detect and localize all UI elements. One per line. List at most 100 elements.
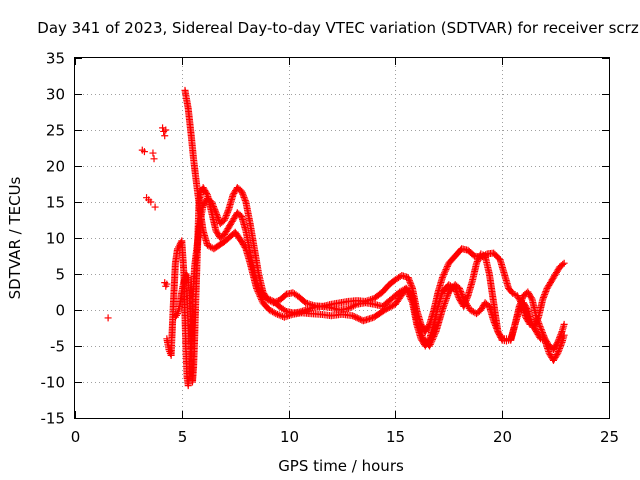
data-point bbox=[407, 281, 415, 289]
data-point bbox=[350, 302, 358, 310]
data-point bbox=[348, 303, 356, 311]
data-point bbox=[241, 195, 249, 203]
data-point bbox=[161, 132, 169, 140]
data-point bbox=[349, 312, 357, 320]
data-point bbox=[346, 304, 354, 312]
data-point bbox=[560, 259, 568, 267]
y-tick-label: -15 bbox=[41, 410, 66, 428]
x-tick-label: 15 bbox=[386, 428, 405, 446]
data-point bbox=[385, 304, 393, 312]
y-tick-label: 25 bbox=[46, 122, 65, 140]
data-point bbox=[560, 331, 568, 339]
data-point bbox=[493, 325, 501, 333]
data-point bbox=[553, 351, 561, 359]
data-point bbox=[238, 187, 246, 195]
data-point bbox=[407, 280, 415, 288]
data-point bbox=[405, 275, 413, 283]
data-point bbox=[428, 337, 436, 345]
data-point bbox=[266, 296, 274, 304]
data-point bbox=[536, 322, 544, 330]
data-point bbox=[381, 306, 389, 314]
data-point bbox=[255, 289, 263, 297]
data-point bbox=[539, 295, 547, 303]
x-axis-label: GPS time / hours bbox=[278, 457, 404, 475]
data-point bbox=[490, 317, 498, 325]
data-point bbox=[429, 334, 437, 342]
data-point bbox=[443, 262, 451, 270]
tick-labels: 0 5 10 15 20 25 -15 -10 -5 0 5 10 15 20 25 30 35 bbox=[41, 50, 620, 447]
data-point bbox=[263, 294, 271, 302]
y-axis-label: SDTVAR / TECUs bbox=[6, 176, 24, 299]
data-point bbox=[535, 321, 543, 329]
data-point bbox=[254, 288, 262, 296]
data-point bbox=[430, 332, 438, 340]
y-tick-label: -10 bbox=[41, 374, 66, 392]
data-point bbox=[554, 349, 562, 357]
data-point bbox=[534, 318, 542, 326]
data-point bbox=[557, 341, 565, 349]
data-point bbox=[475, 253, 483, 261]
data-point bbox=[455, 284, 463, 292]
data-point bbox=[457, 287, 465, 295]
x-tick-label: 10 bbox=[280, 428, 299, 446]
data-point bbox=[443, 264, 451, 272]
data-point bbox=[533, 315, 541, 323]
data-point bbox=[162, 126, 170, 134]
data-point bbox=[257, 294, 265, 302]
data-point bbox=[255, 291, 263, 299]
data-point bbox=[556, 343, 564, 351]
data-point bbox=[541, 291, 549, 299]
data-point bbox=[352, 313, 360, 321]
data-point bbox=[542, 287, 550, 295]
data-point bbox=[221, 214, 229, 222]
data-point bbox=[475, 255, 483, 263]
data-point bbox=[431, 329, 439, 337]
data-point bbox=[560, 320, 568, 328]
data-point bbox=[281, 306, 289, 314]
data-point bbox=[459, 294, 467, 302]
data-point bbox=[240, 193, 248, 201]
y-tick-label: -5 bbox=[50, 338, 65, 356]
data-point bbox=[491, 320, 499, 328]
data-point bbox=[540, 292, 548, 300]
data-point bbox=[238, 189, 246, 197]
data-point bbox=[539, 294, 547, 302]
plot-frame bbox=[74, 57, 610, 419]
data-point bbox=[438, 274, 446, 282]
data-point bbox=[258, 296, 266, 304]
data-point bbox=[442, 266, 450, 274]
data-point bbox=[427, 339, 435, 347]
data-point bbox=[537, 326, 545, 334]
data-point bbox=[492, 323, 500, 331]
data-point bbox=[344, 305, 352, 313]
data-point bbox=[221, 216, 229, 224]
data-point bbox=[355, 315, 363, 323]
data-point bbox=[203, 189, 211, 197]
data-point bbox=[473, 259, 481, 267]
data-point bbox=[388, 302, 396, 310]
data-point bbox=[382, 305, 390, 313]
chart-title: Day 341 of 2023, Sidereal Day-to-day VTE… bbox=[37, 19, 639, 37]
data-point bbox=[273, 310, 281, 318]
data-point bbox=[140, 148, 148, 156]
data-point bbox=[223, 210, 231, 218]
data-point bbox=[490, 318, 498, 326]
data-point bbox=[426, 340, 434, 348]
data-point bbox=[241, 196, 249, 204]
grid-lines bbox=[75, 58, 609, 418]
data-point bbox=[554, 348, 562, 356]
data-point bbox=[555, 346, 563, 354]
x-tick-label: 5 bbox=[178, 428, 188, 446]
y-tick-label: 35 bbox=[46, 50, 65, 68]
data-point bbox=[534, 316, 542, 324]
y-tick-label: 5 bbox=[55, 266, 65, 284]
data-point bbox=[474, 256, 482, 264]
y-tick-label: 15 bbox=[46, 194, 65, 212]
data-point bbox=[473, 258, 481, 266]
data-point bbox=[440, 270, 448, 278]
data-point bbox=[527, 294, 535, 302]
data-point bbox=[384, 304, 392, 312]
data-point bbox=[537, 324, 545, 332]
data-point bbox=[150, 155, 158, 163]
